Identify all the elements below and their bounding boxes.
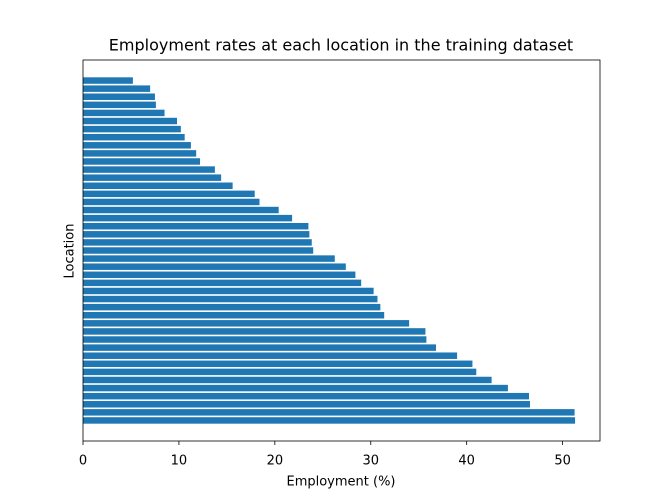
bar bbox=[83, 409, 575, 416]
bar bbox=[83, 303, 381, 311]
bar bbox=[83, 101, 156, 109]
bar bbox=[83, 279, 362, 287]
bar bbox=[83, 190, 255, 198]
bar bbox=[83, 368, 477, 376]
bar bbox=[83, 125, 181, 133]
bar bbox=[83, 158, 201, 165]
bar bbox=[83, 182, 233, 189]
bar bbox=[83, 117, 177, 125]
bar bbox=[83, 93, 155, 100]
bar bbox=[83, 85, 151, 92]
x-tick-label: 30 bbox=[362, 454, 379, 469]
bar bbox=[83, 198, 260, 206]
bar bbox=[83, 255, 335, 262]
bar bbox=[83, 263, 346, 270]
bar bbox=[83, 336, 427, 343]
x-tick-label: 40 bbox=[458, 454, 475, 469]
chart-title: Employment rates at each location in the… bbox=[109, 36, 573, 55]
bar bbox=[83, 344, 436, 351]
bar bbox=[83, 239, 312, 246]
x-tick-label: 10 bbox=[171, 454, 188, 469]
bar bbox=[83, 133, 185, 141]
x-tick-label: 20 bbox=[267, 454, 284, 469]
bar bbox=[83, 150, 197, 157]
bar bbox=[83, 376, 492, 384]
plot-frame bbox=[82, 59, 601, 442]
bar bbox=[83, 142, 191, 149]
bar bbox=[83, 174, 222, 181]
x-tick-label: 50 bbox=[554, 454, 571, 469]
bar bbox=[83, 77, 133, 84]
bar bbox=[83, 320, 410, 327]
bar bbox=[83, 271, 356, 279]
bar bbox=[83, 384, 508, 392]
bar bbox=[83, 109, 165, 117]
bar bbox=[83, 392, 530, 400]
bar bbox=[83, 328, 426, 335]
bar bbox=[83, 417, 576, 424]
bar bbox=[83, 295, 378, 303]
bar bbox=[83, 247, 314, 254]
bar bbox=[83, 287, 374, 295]
y-axis-label: Location bbox=[63, 224, 78, 279]
bar bbox=[83, 222, 309, 230]
bar bbox=[83, 401, 530, 408]
bar bbox=[83, 206, 279, 214]
bar bbox=[83, 312, 385, 319]
x-tick-label: 0 bbox=[79, 454, 87, 469]
bar bbox=[83, 360, 473, 368]
bar bbox=[83, 352, 458, 359]
bar bbox=[83, 214, 293, 222]
bar bbox=[83, 166, 215, 173]
bar bbox=[83, 231, 310, 238]
x-axis-label: Employment (%) bbox=[286, 475, 395, 490]
